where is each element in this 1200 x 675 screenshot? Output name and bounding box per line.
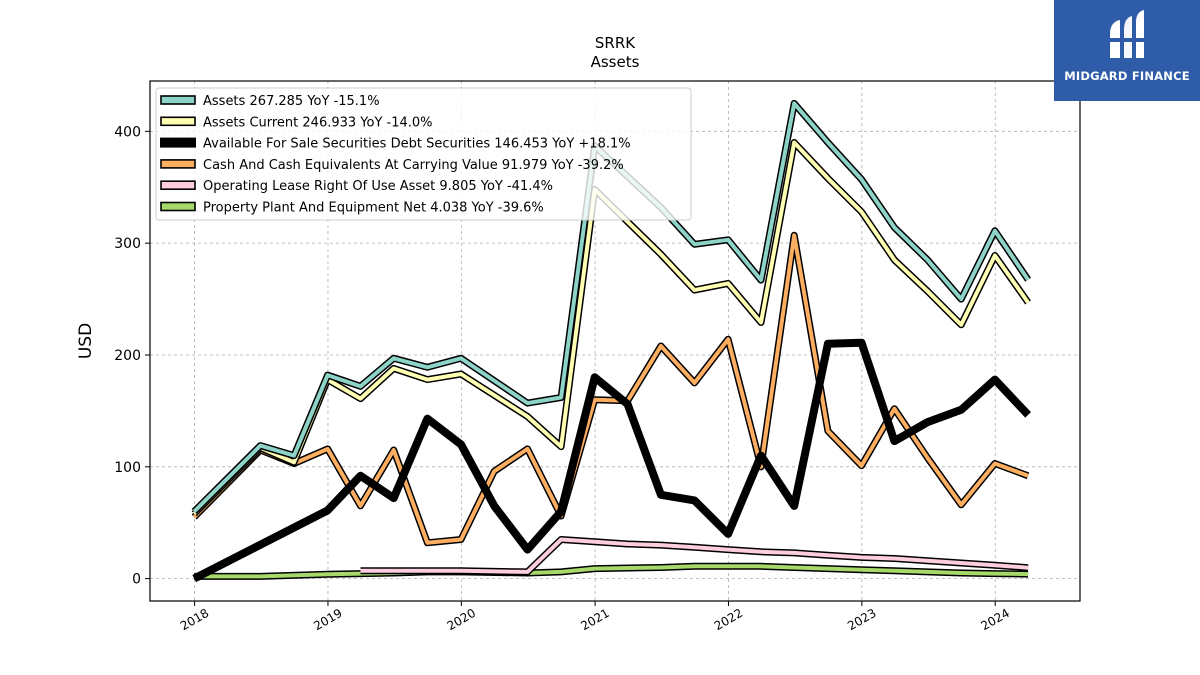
y-tick-label: 100 <box>114 460 141 476</box>
legend-label-assets-current: Assets Current 246.933 YoY -14.0% <box>203 115 433 130</box>
series-layer <box>191 99 1032 583</box>
x-tick-label: 2019 <box>311 606 344 633</box>
chart-title: SRRK <box>595 34 636 52</box>
x-tick-label: 2023 <box>845 606 878 633</box>
legend-swatch-property-plant-and-equipment-net <box>160 201 196 212</box>
series-line-operating-lease-right-of-use-asset <box>360 537 1029 574</box>
series-line-assets-current <box>192 140 1030 516</box>
x-tick-label: 2018 <box>178 606 211 633</box>
legend-swatch-cash-and-cash-equivalents-at-carrying-value <box>160 159 196 169</box>
legend-swatch-available-for-sale-securities-debt-securities <box>160 137 196 148</box>
legend-label-available-for-sale-securities-debt-securities: Available For Sale Securities Debt Secur… <box>203 137 631 152</box>
y-tick-label: 300 <box>114 236 141 252</box>
y-tick-label: 400 <box>114 124 141 140</box>
legend-swatch-operating-lease-right-of-use-asset <box>160 180 196 190</box>
legend-box <box>155 87 692 221</box>
legend: Assets 267.285 YoY -15.1% Assets Current … <box>155 87 692 221</box>
x-tick-label: 2022 <box>712 606 745 633</box>
legend-swatch-assets <box>160 95 196 105</box>
series-line-available-for-sale-securities-debt-securities <box>192 338 1032 583</box>
y-tick-label: 0 <box>132 572 141 588</box>
legend-label-operating-lease-right-of-use-asset: Operating Lease Right Of Use Asset 9.805… <box>203 179 553 194</box>
x-tick-label: 2020 <box>445 606 478 633</box>
legend-swatch-assets-current <box>160 116 196 127</box>
legend-label-cash-and-cash-equivalents-at-carrying-value: Cash And Cash Equivalents At Carrying Va… <box>203 158 624 173</box>
plot-frame <box>149 80 1081 602</box>
chart-subtitle: Assets <box>591 53 640 71</box>
y-axis-label: USD <box>76 323 96 359</box>
legend-label-assets: Assets 267.285 YoY -15.1% <box>203 94 380 109</box>
x-tick-label: 2021 <box>578 606 611 633</box>
brand-logo: MIDGARD FINANCE <box>1054 0 1200 101</box>
x-tick-label: 2024 <box>978 606 1011 633</box>
y-tick-label: 200 <box>114 348 141 364</box>
brand-name: MIDGARD FINANCE <box>1064 69 1190 83</box>
legend-label-property-plant-and-equipment-net: Property Plant And Equipment Net 4.038 Y… <box>203 201 544 216</box>
midgard-logo-icon <box>1106 10 1148 58</box>
